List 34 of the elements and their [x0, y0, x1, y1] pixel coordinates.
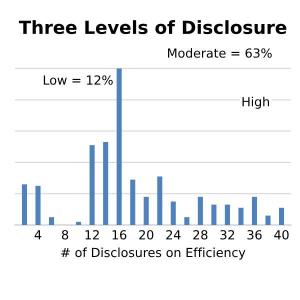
bar: [130, 180, 136, 225]
x-tick-label: 32: [220, 230, 234, 240]
x-tick-label: 28: [193, 230, 208, 240]
bar: [198, 196, 203, 225]
x-tick-label: 16: [112, 230, 126, 240]
annotation: Low = 12%: [44, 75, 113, 85]
bar: [252, 196, 258, 225]
bar: [48, 217, 54, 225]
x-tick-label: 4: [34, 230, 42, 240]
bar: [170, 202, 176, 225]
bar: [278, 208, 284, 225]
bar: [76, 222, 82, 225]
bar: [265, 216, 271, 225]
bar: [116, 68, 122, 225]
bar: [211, 204, 216, 225]
x-tick-label: 8: [62, 230, 68, 240]
x-tick-label: 20: [139, 230, 154, 240]
bar: [157, 176, 162, 225]
bar: [224, 204, 230, 225]
text: Moderate = 63%: [168, 48, 272, 58]
bar: [35, 186, 41, 225]
chart-title: Three Levels of Disclosure: [18, 20, 286, 34]
bar: [103, 142, 108, 225]
bar: [144, 196, 149, 225]
bar: [90, 145, 95, 225]
bar: [238, 208, 244, 225]
bar: [22, 184, 28, 225]
annotation: High: [242, 96, 269, 109]
x-tick-label: 40: [274, 230, 289, 240]
bar: [184, 217, 190, 225]
x-tick-label: 12: [86, 230, 99, 240]
x-axis-title: # of Disclosures on Efficiency: [61, 248, 246, 260]
x-tick-label: 24: [166, 230, 181, 240]
x-tick-label: 36: [247, 230, 262, 240]
